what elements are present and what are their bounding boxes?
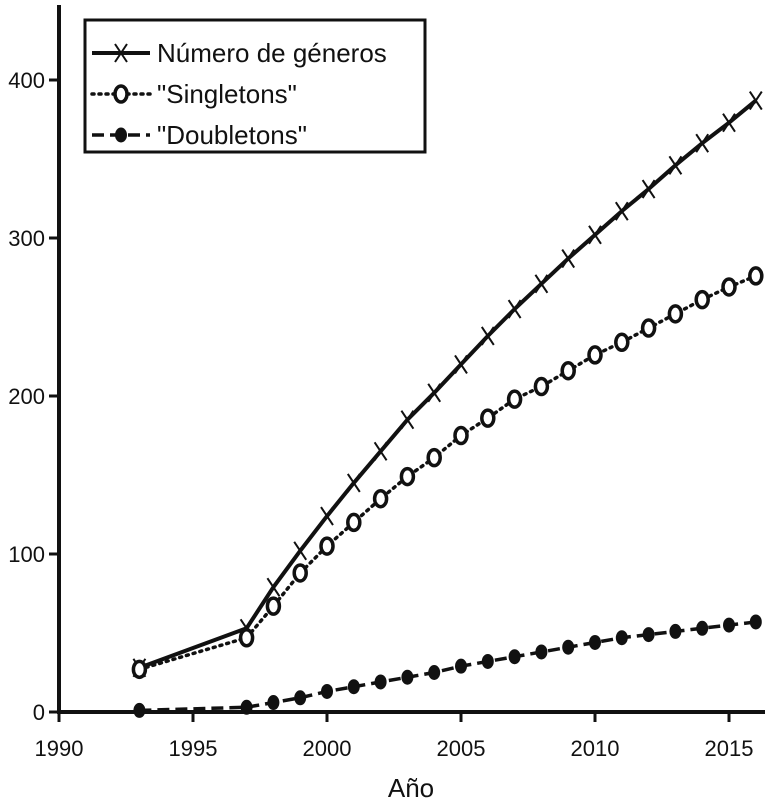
legend-marker <box>115 127 127 143</box>
y-tick-label: 400 <box>8 68 45 93</box>
legend-entry: "Doubletons" <box>92 120 307 150</box>
data-point <box>615 630 628 646</box>
data-point <box>320 506 334 526</box>
data-point <box>131 659 148 680</box>
data-point <box>749 614 762 630</box>
data-point <box>454 354 468 374</box>
data-point <box>534 274 549 294</box>
series-2 <box>133 614 762 718</box>
legend: Número de géneros "Singletons" "Doubletons… <box>83 18 427 154</box>
series-layer <box>131 90 764 718</box>
legend-marker <box>114 43 128 63</box>
data-point <box>453 425 469 446</box>
data-point <box>426 447 442 468</box>
series-line <box>137 274 758 672</box>
data-point <box>347 679 360 695</box>
data-point <box>399 466 416 487</box>
x-axis-label: Año <box>388 773 434 803</box>
data-point <box>560 360 576 381</box>
data-point <box>321 683 333 699</box>
data-point <box>695 133 710 153</box>
data-point <box>401 669 414 685</box>
legend-entry: Número de géneros <box>92 38 387 68</box>
series-line <box>138 98 758 670</box>
x-tick-label: 2010 <box>571 736 620 761</box>
x-tick-label: 1995 <box>169 736 218 761</box>
data-point <box>400 410 415 430</box>
data-point <box>748 90 763 111</box>
data-point <box>480 408 496 428</box>
data-point <box>641 179 656 199</box>
data-point <box>481 653 494 669</box>
y-tick-label: 200 <box>8 384 45 409</box>
legend-marker <box>113 84 129 104</box>
series-1 <box>131 266 764 680</box>
series-0 <box>132 90 763 678</box>
data-point <box>642 627 655 643</box>
data-point <box>346 512 362 533</box>
data-point <box>722 113 736 133</box>
data-point <box>293 541 308 561</box>
x-tick-label: 2015 <box>705 736 754 761</box>
data-point <box>561 248 576 269</box>
data-point <box>508 649 521 665</box>
y-tick-label: 100 <box>8 542 45 567</box>
data-point <box>373 441 388 461</box>
data-point <box>535 644 548 660</box>
data-point <box>319 536 335 556</box>
data-point <box>588 225 602 245</box>
data-point <box>428 665 441 680</box>
data-point <box>266 577 281 597</box>
legend-label: "Singletons" <box>157 79 297 109</box>
data-point <box>455 658 467 674</box>
data-point <box>721 277 737 297</box>
data-point <box>507 299 522 319</box>
y-tick-label: 0 <box>33 700 45 725</box>
data-point <box>614 201 629 221</box>
legend-entry: "Singletons" <box>90 79 297 109</box>
data-point <box>294 690 307 706</box>
data-point <box>723 617 735 633</box>
data-point <box>372 488 389 509</box>
data-point <box>533 376 550 397</box>
legend-label: "Doubletons" <box>157 120 307 150</box>
data-point <box>640 318 657 338</box>
data-point <box>292 563 308 583</box>
data-point <box>238 627 255 648</box>
y-tick-label: 300 <box>8 226 45 251</box>
data-point <box>267 695 280 711</box>
data-point <box>480 326 495 346</box>
data-point <box>265 596 282 616</box>
data-point <box>694 289 710 310</box>
x-tick-label: 1990 <box>35 736 84 761</box>
data-point <box>587 345 603 365</box>
data-point <box>614 332 630 353</box>
x-tick-label: 2005 <box>437 736 486 761</box>
data-point <box>669 623 682 639</box>
data-point <box>346 473 361 493</box>
axes: 1990 1995 2000 2005 2010 2015 0 100 200 300 400 <box>8 5 765 761</box>
data-point <box>667 304 684 324</box>
data-point <box>506 389 523 409</box>
data-point <box>374 674 387 690</box>
data-point <box>562 639 575 655</box>
data-point <box>668 155 683 175</box>
x-tick-label: 2000 <box>303 736 352 761</box>
data-point <box>427 383 442 403</box>
data-point <box>696 620 709 636</box>
data-point <box>589 634 601 650</box>
legend-label: Número de géneros <box>157 38 387 68</box>
data-point <box>748 266 764 286</box>
legend-box <box>83 18 427 154</box>
